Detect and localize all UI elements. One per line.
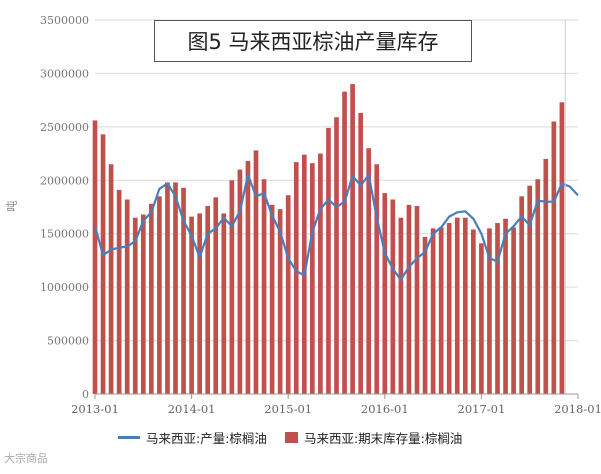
stock-bar bbox=[342, 91, 347, 394]
y-tick-label: 3500000 bbox=[40, 14, 89, 27]
stock-bar bbox=[92, 120, 98, 395]
legend-stock-label: 马来西亚:期末库存量:棕榈油 bbox=[303, 431, 463, 446]
stock-bar bbox=[205, 205, 211, 394]
y-tick-label: 0 bbox=[82, 388, 89, 401]
x-tick-label: 2013-01 bbox=[71, 402, 119, 416]
x-tick-label: 2014-01 bbox=[168, 402, 216, 416]
stock-bars bbox=[92, 84, 565, 395]
stock-bar bbox=[430, 228, 436, 394]
stock-bar bbox=[245, 161, 251, 394]
stock-bar bbox=[495, 223, 500, 394]
stock-bar bbox=[438, 227, 444, 394]
stock-bar bbox=[140, 214, 146, 394]
stock-bar bbox=[374, 164, 380, 394]
stock-bar bbox=[519, 196, 524, 394]
stock-bar bbox=[116, 189, 122, 394]
y-tick-labels: 0 500000 1000000 1500000 2000000 2500000 30000… bbox=[40, 14, 89, 401]
stock-bar bbox=[100, 134, 106, 394]
stock-bar bbox=[197, 213, 202, 394]
stock-bar bbox=[382, 193, 388, 394]
stock-bar bbox=[237, 169, 243, 394]
y-tick-label: 2000000 bbox=[40, 174, 89, 187]
stock-bar bbox=[422, 236, 428, 394]
y-tick-label: 1500000 bbox=[40, 228, 89, 241]
stock-bar bbox=[189, 216, 194, 394]
y-tick-label: 1000000 bbox=[40, 281, 89, 294]
watermark-text: 大宗商品 bbox=[4, 452, 48, 465]
stock-bar bbox=[334, 117, 339, 395]
y-tick-label: 3000000 bbox=[40, 67, 89, 80]
legend-production-label: 马来西亚:产量:棕榈油 bbox=[146, 431, 267, 446]
stock-bar bbox=[446, 223, 452, 394]
chart-title: 图5 马来西亚棕油产量库存 bbox=[154, 20, 472, 62]
stock-bar bbox=[149, 203, 154, 394]
stock-bar bbox=[366, 148, 372, 394]
stock-bar bbox=[229, 180, 235, 394]
stock-bar bbox=[511, 227, 516, 394]
stock-bar bbox=[318, 153, 323, 394]
stock-bar bbox=[293, 162, 299, 394]
stock-bar bbox=[132, 217, 138, 394]
stock-bar bbox=[487, 228, 492, 394]
y-tick-label: 2500000 bbox=[40, 121, 89, 134]
stock-bar bbox=[310, 163, 315, 394]
stock-bar bbox=[108, 164, 114, 394]
x-tick-label: 2015-01 bbox=[264, 402, 312, 416]
x-tick-label: 2017-01 bbox=[458, 402, 506, 416]
stock-bar bbox=[261, 179, 267, 394]
stock-bar bbox=[471, 229, 476, 394]
y-axis-label: 吨 bbox=[5, 200, 19, 212]
legend-line-swatch bbox=[118, 436, 140, 439]
stock-bar bbox=[253, 150, 259, 394]
stock-bar bbox=[406, 204, 412, 394]
legend: 马来西亚:产量:棕榈油 马来西亚:期末库存量:棕榈油 bbox=[118, 428, 462, 447]
legend-bar-swatch bbox=[284, 432, 298, 443]
x-tick-labels: 2013-01 2014-01 2015-01 2016-01 2017-01 2018-… bbox=[71, 402, 601, 416]
stock-bar bbox=[454, 217, 460, 394]
stock-bar bbox=[462, 217, 468, 394]
axes bbox=[94, 20, 579, 399]
x-tick-label: 2016-01 bbox=[361, 402, 409, 416]
stock-bar bbox=[398, 217, 404, 394]
stock-bar bbox=[543, 158, 549, 394]
stock-bar bbox=[358, 112, 363, 395]
stock-bar bbox=[173, 182, 178, 394]
stock-bar bbox=[527, 185, 533, 394]
stock-bar bbox=[124, 199, 130, 394]
stock-bar bbox=[390, 199, 396, 394]
stock-bar bbox=[165, 182, 170, 394]
stock-bar bbox=[414, 205, 420, 394]
stock-bar bbox=[503, 218, 508, 394]
stock-bar bbox=[285, 195, 291, 394]
y-tick-label: 500000 bbox=[47, 335, 89, 348]
stock-bar bbox=[559, 102, 565, 394]
stock-bar bbox=[350, 84, 355, 394]
stock-bar bbox=[181, 187, 186, 394]
stock-bar bbox=[277, 209, 283, 394]
production-line bbox=[93, 173, 579, 281]
stock-bar bbox=[157, 196, 162, 394]
stock-bar bbox=[213, 197, 219, 394]
stock-bar bbox=[269, 204, 275, 394]
stock-bar bbox=[221, 213, 227, 394]
stock-bar bbox=[326, 127, 331, 394]
stock-bar bbox=[535, 179, 541, 394]
stock-bar bbox=[551, 121, 557, 394]
stock-bar bbox=[479, 243, 484, 394]
x-tick-label: 2018-01 bbox=[554, 402, 601, 416]
